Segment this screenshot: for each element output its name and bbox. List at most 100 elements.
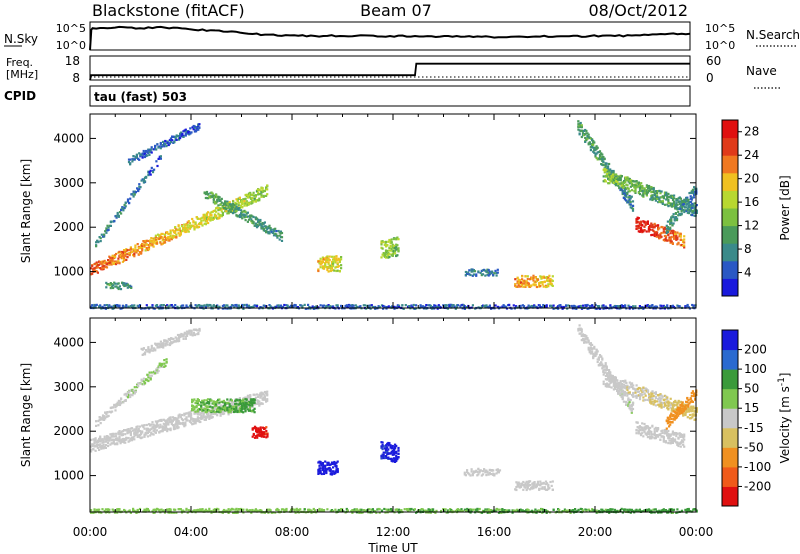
range-cell (580, 328, 583, 331)
range-cell (639, 220, 643, 223)
range-cell (191, 217, 194, 221)
range-cell (387, 240, 390, 243)
range-cell (672, 234, 676, 237)
power-colorbar-frame (721, 119, 739, 297)
range-cell (560, 305, 563, 308)
range-cell (538, 488, 541, 491)
range-cell (133, 390, 136, 393)
range-cell (245, 306, 248, 309)
range-cell (149, 243, 152, 246)
range-cell (593, 151, 596, 154)
sky-noise-line (89, 25, 691, 51)
range-cell (602, 168, 605, 171)
range-cell (131, 193, 134, 196)
range-cell (165, 361, 168, 364)
range-cell (151, 305, 154, 308)
range-cell (576, 305, 579, 309)
range-cell (169, 141, 173, 144)
range-cell (157, 146, 160, 149)
range-cell (397, 452, 400, 455)
range-cell (171, 420, 174, 423)
range-cell (688, 192, 691, 195)
range-cell (95, 261, 98, 264)
range-cell (111, 259, 114, 262)
range-cell (382, 445, 385, 448)
range-cell (329, 472, 332, 475)
range-cell (619, 176, 622, 180)
power-panel-frame (89, 113, 697, 309)
range-cell (669, 195, 672, 198)
range-cell (266, 390, 269, 393)
range-cell (145, 243, 148, 246)
range-cell (143, 244, 146, 247)
range-cell (690, 213, 693, 216)
range-cell (630, 410, 633, 413)
range-cell (394, 250, 397, 253)
range-cell (603, 179, 606, 182)
nave-label: Nave (746, 64, 777, 78)
range-cell (96, 439, 99, 442)
range-cell (227, 401, 230, 404)
range-cell (166, 421, 169, 425)
range-cell (228, 403, 231, 406)
range-cell (204, 404, 207, 407)
range-cell (668, 236, 671, 239)
range-cell (397, 446, 400, 450)
range-cell (192, 399, 195, 402)
range-cell (395, 248, 398, 251)
range-cell (211, 416, 214, 419)
power-colorbar-segment (722, 137, 738, 156)
range-cell (610, 169, 613, 172)
range-cell (607, 182, 610, 185)
range-cell (237, 208, 240, 211)
range-cell (382, 307, 385, 310)
range-cell (234, 410, 237, 413)
range-cell (250, 201, 253, 204)
range-cell (226, 406, 229, 409)
range-cell (145, 378, 148, 381)
range-cell (470, 268, 473, 271)
range-cell (148, 151, 151, 154)
range-cell (185, 230, 188, 233)
range-cell (258, 431, 261, 434)
range-cell (253, 393, 256, 396)
range-cell (127, 428, 130, 431)
range-cell (663, 305, 666, 309)
range-cell (222, 412, 226, 415)
range-cell (267, 226, 270, 229)
range-cell (577, 329, 580, 332)
range-cell (190, 414, 193, 417)
range-cell (642, 195, 645, 198)
range-cell (594, 155, 597, 158)
range-cell (183, 412, 186, 415)
range-cell (495, 468, 498, 472)
range-cell (118, 304, 121, 307)
range-cell (142, 152, 145, 155)
range-cell (623, 184, 626, 188)
range-cell (324, 264, 327, 267)
range-cell (178, 229, 181, 232)
power-colorbar-tick-label: 20 (744, 172, 759, 186)
range-cell (615, 180, 618, 183)
range-cell (524, 285, 527, 288)
range-cell (595, 307, 598, 310)
range-cell (612, 171, 615, 174)
range-cell (203, 213, 206, 216)
range-cell (210, 410, 213, 413)
range-cell (244, 219, 247, 222)
range-cell (108, 304, 111, 307)
range-cell (247, 202, 251, 205)
range-cell (129, 246, 132, 249)
range-cell (186, 228, 189, 231)
range-cell (691, 188, 694, 191)
range-cell (120, 430, 123, 433)
range-cell (184, 228, 187, 231)
range-cell (141, 383, 144, 386)
range-cell (229, 210, 232, 214)
power-colorbar-tick-label: 28 (744, 125, 759, 139)
range-cell (100, 446, 103, 449)
range-cell (447, 303, 451, 307)
range-cell (541, 487, 544, 490)
range-cell (219, 404, 222, 407)
range-cell (495, 271, 498, 275)
